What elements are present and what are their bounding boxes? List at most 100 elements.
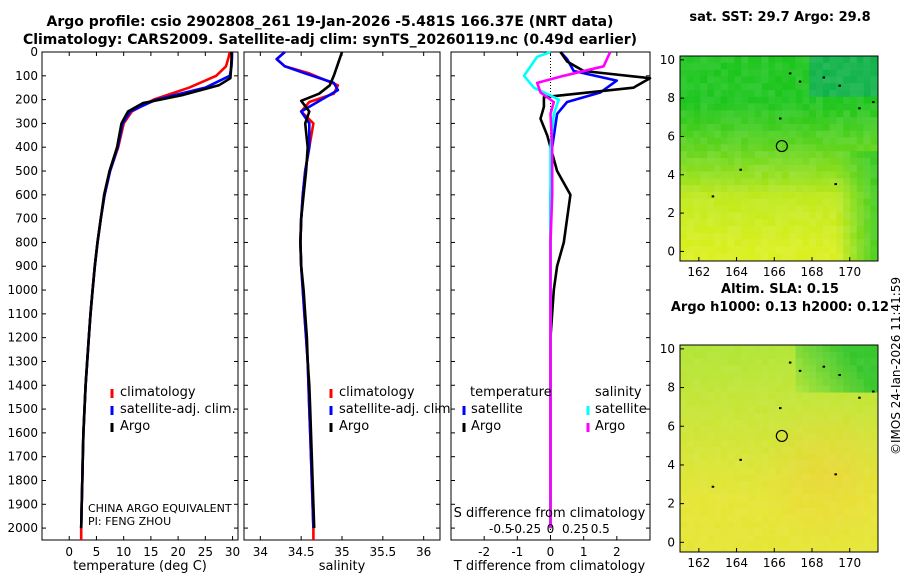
y-tick-label: 1100 [7,307,38,321]
map-cell [734,379,742,387]
map-cell [782,372,790,380]
map-cell [843,528,851,536]
map-cell [714,494,722,502]
map-cell [741,171,749,179]
map-cell [870,406,878,414]
map-cell [714,351,722,359]
map-cell [788,219,796,227]
map-cell [693,521,701,529]
map-cell [686,440,694,448]
map-cell [734,151,742,159]
map-cell [870,253,878,261]
credit-line2: PI: FENG ZHOU [88,515,172,528]
map-cell [822,365,830,373]
map-cell [788,535,796,543]
map-cell [734,481,742,489]
map-cell [741,130,749,138]
map-cell [843,487,851,495]
map-cell [775,90,783,98]
map-cell [802,110,810,118]
map-cell [680,164,688,172]
island-marker [834,183,837,186]
map-cell [802,83,810,91]
map-cell [734,96,742,104]
map-cell [782,185,790,193]
map-cell [693,358,701,366]
map-cell [707,392,715,400]
map-cell [734,212,742,220]
map-cell [754,515,762,523]
map-cell [775,171,783,179]
legend-title-temperature: temperature [470,385,552,400]
map-cell [768,365,776,373]
map-cell [727,379,735,387]
map-cell [761,96,769,104]
map-cell [754,158,762,166]
map-cell [870,164,878,172]
map-cell [748,178,756,186]
map-cell [720,110,728,118]
map-cell [850,467,858,475]
map-cell [775,226,783,234]
map-cell [856,406,864,414]
map-cell [836,185,844,193]
map-cell [795,185,803,193]
map-cell [870,521,878,529]
map-cell [775,535,783,543]
map-cell [707,447,715,455]
map-cell [720,365,728,373]
map-cell [843,232,851,240]
map-cell [870,205,878,213]
map-cell [788,212,796,220]
map-cell [768,124,776,132]
map-cell [850,96,858,104]
map-cell [680,413,688,421]
map-cell [680,419,688,427]
map-cell [741,69,749,77]
map-cell [856,345,864,353]
map-cell [843,399,851,407]
map-cell [843,158,851,166]
map-cell [843,205,851,213]
map-cell [748,549,756,552]
map-cell [680,528,688,536]
map-cell [822,144,830,152]
map-cell [863,521,871,529]
x-tick-label: 2 [613,545,621,559]
map-cell [748,212,756,220]
map-cell [754,528,762,536]
map-cell [686,56,694,64]
map-cell [748,508,756,516]
map-cell [863,76,871,84]
map-cell [693,535,701,543]
map-cell [734,137,742,145]
map-cell [714,103,722,111]
map-cell [693,246,701,254]
map-cell [856,447,864,455]
map-cell [734,528,742,536]
island-marker [739,458,742,461]
map-cell [680,460,688,468]
map-cell [850,253,858,261]
map-cell [748,392,756,400]
map-cell [775,345,783,353]
map-cell [707,467,715,475]
map-cell [768,535,776,543]
difference-x2label: S difference from climatology [453,506,646,521]
map-cell [822,508,830,516]
map-cell [707,453,715,461]
map-cell [741,124,749,132]
map-cell [856,130,864,138]
map-cell [802,178,810,186]
map-cell [863,69,871,77]
map-cell [788,137,796,145]
map-cell [761,419,769,427]
map-cell [870,426,878,434]
map-cell [863,90,871,98]
map-cell [870,117,878,125]
map-cell [809,392,817,400]
map-cell [782,494,790,502]
map-cell [720,205,728,213]
map-cell [700,185,708,193]
